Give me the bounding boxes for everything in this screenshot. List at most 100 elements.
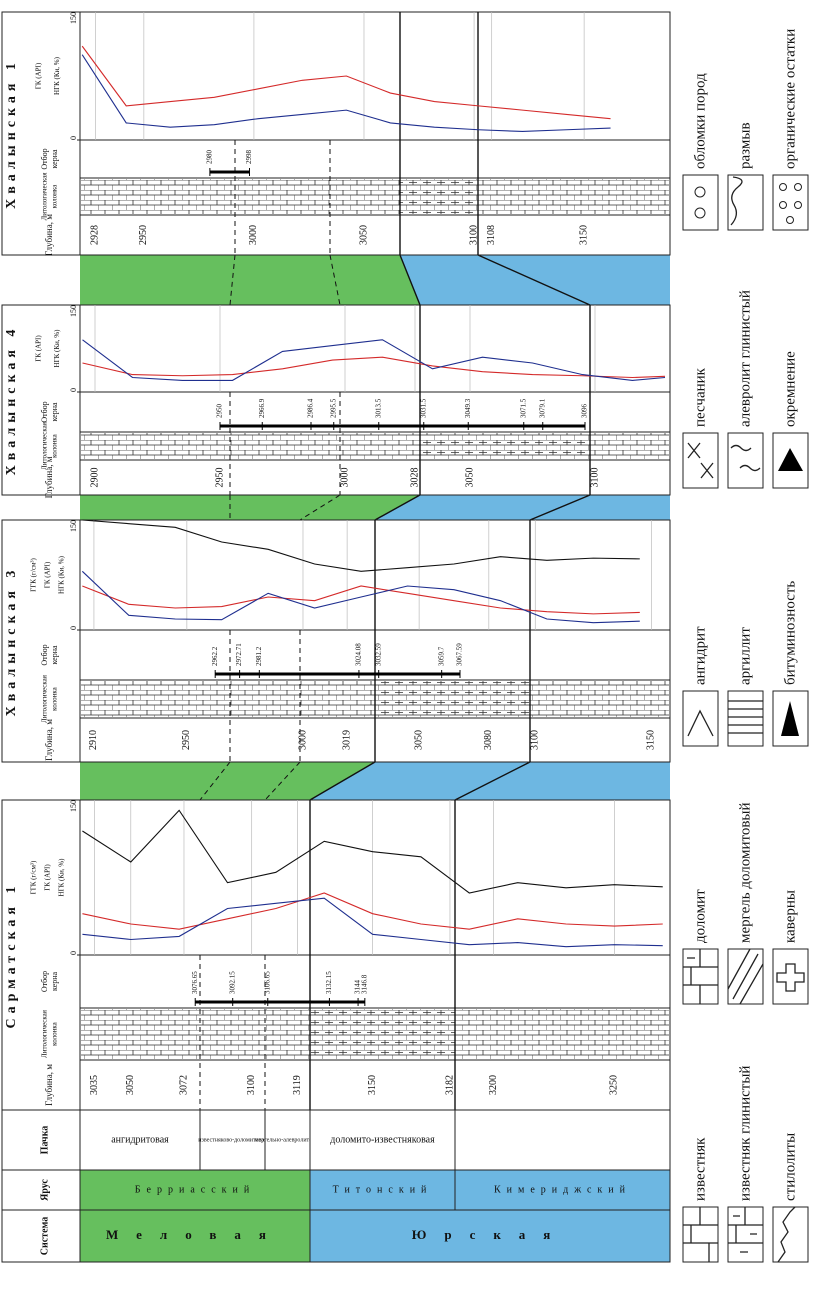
legend-item — [772, 174, 809, 231]
well-name: Хвалынская 4 — [4, 325, 19, 476]
log-curve — [82, 519, 640, 572]
legend-glyph — [730, 444, 761, 472]
legend-item — [727, 948, 764, 1005]
depth-tick-label: 3100 — [468, 225, 479, 245]
legend-item — [727, 1206, 764, 1263]
legend-label: мергель доломитовый — [737, 802, 753, 943]
log-title: ГГК (г/см³) — [30, 558, 38, 592]
log-curve — [82, 339, 666, 381]
legend-label: обломки пород — [692, 73, 708, 169]
legend-label: доломит — [692, 889, 708, 943]
depth-tick-label: 2928 — [90, 225, 101, 245]
log-curve — [82, 897, 663, 948]
member-cell — [309, 1109, 456, 1171]
band-green — [80, 255, 420, 305]
system-cell — [309, 1209, 671, 1263]
well-name: Хвалынская 3 — [4, 566, 19, 717]
depth-tick-label: 2910 — [88, 730, 99, 750]
legend-glyph — [727, 948, 764, 1005]
legend-glyph — [694, 207, 706, 219]
legend-swatch — [772, 948, 809, 1005]
legend-item — [727, 690, 764, 747]
core-label: 3067.59 — [456, 643, 464, 666]
log-curve — [81, 570, 640, 624]
header-label: Система — [39, 1217, 50, 1256]
legend-glyph — [779, 201, 787, 209]
depth-tick-label: 3000 — [248, 225, 259, 245]
depth-tick-label: 3250 — [609, 1075, 620, 1095]
depth-tick-label: 2900 — [89, 468, 100, 488]
log-title: ГГК (г/см³) — [30, 860, 38, 894]
lithology-dolomite — [400, 179, 478, 214]
system-label: Меловая — [106, 1227, 284, 1242]
core-label: 3032.59 — [374, 643, 382, 666]
depth-tick-label: 3108 — [486, 225, 497, 245]
depth-tick-label: 3035 — [89, 1075, 100, 1095]
depth-tick-label: 3050 — [358, 225, 369, 245]
member-label: доломито-известняковая — [330, 1134, 435, 1145]
core-label: 2980 — [205, 150, 213, 165]
member-label: мергельно-алевролитовая — [255, 1137, 321, 1143]
depth-tick-label: 3119 — [292, 1075, 303, 1095]
core-label: 3092.15 — [228, 971, 236, 994]
legend-glyph — [687, 442, 714, 479]
log-tick-label: 0 — [69, 136, 78, 140]
legend-glyph — [728, 700, 763, 734]
band-boundary — [309, 761, 376, 801]
lith-title: колонка — [51, 184, 59, 208]
legend-item — [727, 174, 764, 231]
band-blue — [310, 762, 670, 800]
depth-tick-label: 3050 — [125, 1075, 136, 1095]
legend-glyph — [778, 448, 803, 471]
stage-cell — [309, 1169, 456, 1211]
legend-item — [727, 432, 764, 489]
legend-glyph — [794, 183, 802, 191]
legend-glyph — [786, 216, 794, 224]
depth-tick-label: 3150 — [367, 1075, 378, 1095]
core-label: 2995.5 — [329, 398, 337, 418]
log-curve — [81, 45, 611, 120]
lithology — [81, 179, 669, 214]
well-name: Хвалынская 1 — [4, 58, 19, 209]
lith-title: колонка — [51, 433, 59, 457]
core-label: 2972.71 — [235, 643, 243, 666]
depth-tick-label: 2950 — [138, 225, 149, 245]
legend-item — [682, 1206, 719, 1263]
core-title: Отбор — [40, 644, 49, 665]
well-name: Сарматская 1 — [4, 882, 19, 1029]
member-label: ангидритовая — [111, 1134, 169, 1145]
log-title: НГК (Ки, %) — [58, 858, 66, 897]
legend-glyph — [730, 176, 743, 226]
header-label: Пачка — [39, 1126, 50, 1155]
legend-swatch — [682, 174, 719, 231]
lith-title: Литологическая — [41, 172, 49, 221]
stage-label: Кимериджский — [494, 1184, 631, 1195]
band-boundary — [374, 494, 421, 521]
header-label: Ярус — [39, 1179, 50, 1201]
log-title: НГК (Ки, %) — [58, 555, 66, 594]
depth-title: Глубина, м — [44, 456, 54, 498]
legend-swatch — [727, 690, 764, 747]
core-label: 3132.15 — [325, 971, 333, 994]
log-tick-label: 0 — [69, 388, 78, 392]
depth-tick-label: 3019 — [341, 730, 352, 750]
core-label: 3049.3 — [464, 398, 472, 418]
log-title: ГК (API) — [34, 335, 42, 362]
core-label: 3013.5 — [374, 398, 382, 418]
legend-swatch — [682, 690, 719, 747]
legend-label: окремнение — [782, 351, 798, 427]
legend-glyph — [728, 1207, 763, 1253]
legend-glyph — [776, 963, 805, 992]
core-label: 3076.65 — [191, 971, 199, 994]
legend-label: стилолиты — [782, 1133, 798, 1201]
lith-title: колонка — [51, 686, 59, 710]
legend-label: битуминозность — [782, 581, 798, 685]
log-tick-label: 150 — [69, 12, 78, 24]
band-boundary — [529, 494, 591, 521]
lithology-dolomite — [420, 433, 590, 459]
lithology-dolomite — [310, 1009, 455, 1059]
depth-tick-label: 3150 — [646, 730, 657, 750]
legend-glyph — [687, 709, 714, 737]
